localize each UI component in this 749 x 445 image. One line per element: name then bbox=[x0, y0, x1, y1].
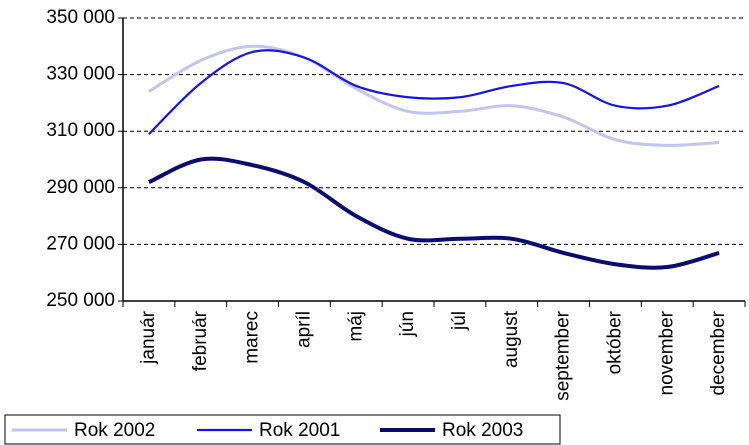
y-tick-label: 250 000 bbox=[46, 290, 115, 311]
x-tick-label: október bbox=[604, 310, 625, 374]
legend-label: Rok 2003 bbox=[442, 420, 523, 441]
y-tick-label: 290 000 bbox=[46, 177, 115, 198]
legend-label: Rok 2002 bbox=[74, 420, 155, 441]
x-tick-label: január bbox=[138, 310, 159, 364]
series-line bbox=[148, 156, 720, 270]
x-tick-label: máj bbox=[345, 311, 366, 342]
x-tick-label: september bbox=[553, 310, 574, 400]
legend-box bbox=[4, 414, 561, 445]
y-tick-label: 350 000 bbox=[46, 7, 115, 28]
x-tick-label: august bbox=[501, 310, 522, 368]
series-line bbox=[148, 49, 720, 135]
series-line bbox=[148, 44, 720, 147]
x-tick-label: marec bbox=[242, 311, 263, 364]
x-tick-label: február bbox=[190, 310, 211, 371]
x-tick-label: december bbox=[708, 310, 729, 395]
x-tick-label: jún bbox=[397, 311, 418, 337]
legend-label: Rok 2001 bbox=[259, 420, 340, 441]
x-tick-label: júl bbox=[449, 311, 470, 331]
y-tick-label: 330 000 bbox=[46, 64, 115, 85]
y-tick-label: 310 000 bbox=[46, 120, 115, 141]
x-tick-label: apríl bbox=[293, 311, 314, 348]
y-tick-label: 270 000 bbox=[46, 233, 115, 254]
x-tick-label: november bbox=[656, 310, 677, 395]
